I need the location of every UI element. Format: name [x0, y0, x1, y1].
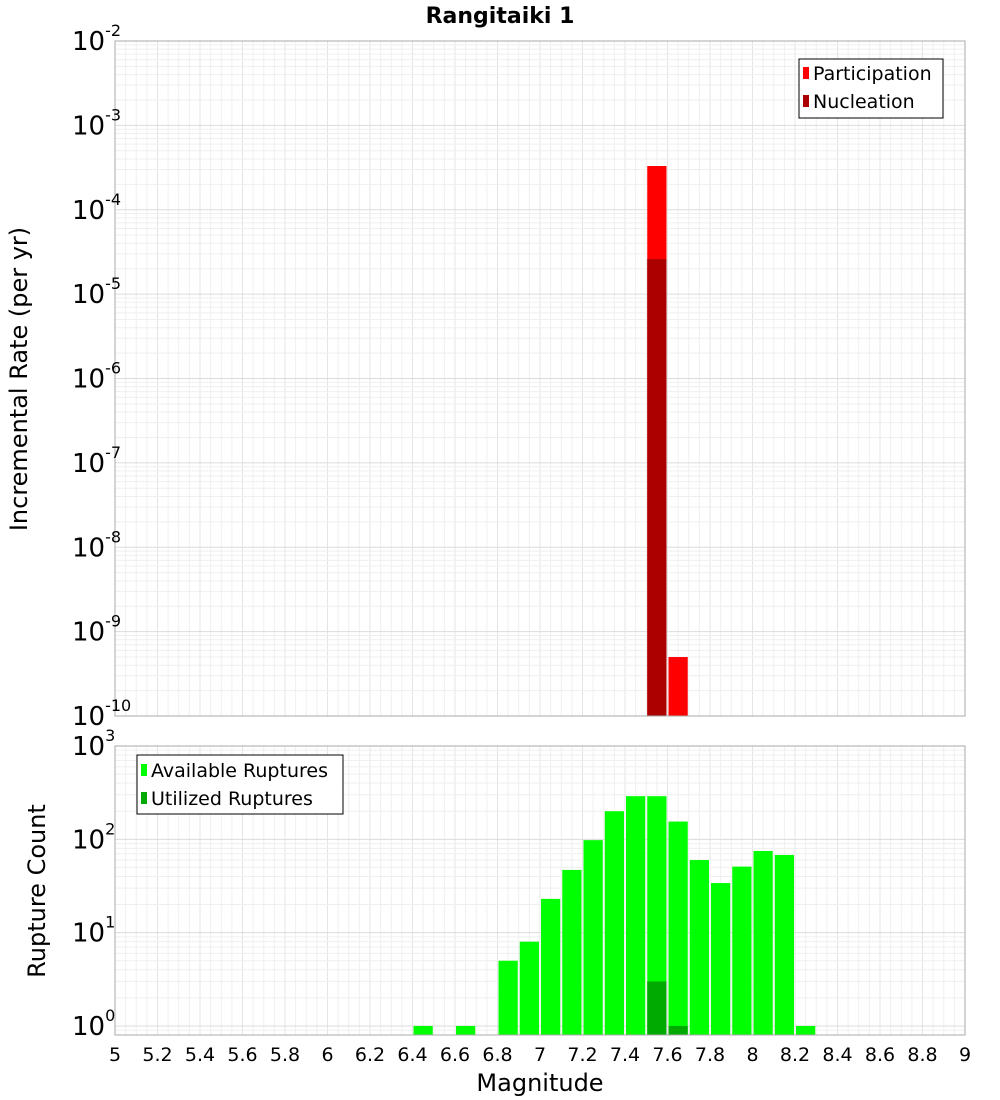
- legend-swatch-participation: [803, 67, 809, 79]
- x-tick-label: 6.6: [440, 1044, 470, 1066]
- legend-label-nucleation: Nucleation: [813, 91, 915, 113]
- bottom-bar-available-ruptures: [541, 898, 561, 1035]
- x-tick-label: 5.6: [227, 1044, 257, 1066]
- bottom-y-tick-label: 103: [72, 726, 115, 762]
- bottom-plot-border: [114, 745, 966, 1036]
- x-tick-label: 6.2: [355, 1044, 385, 1066]
- legend-swatch-utilized: [141, 792, 147, 804]
- bottom-bar-utilized-ruptures: [647, 981, 667, 1035]
- bottom-bars: [413, 796, 816, 1035]
- top-plot-border: [114, 40, 966, 717]
- top-y-tick-label: 10-10: [72, 696, 131, 732]
- bottom-y-ticks: 100 101 102 103: [72, 726, 115, 1042]
- top-grid: [114, 40, 966, 717]
- bottom-bar-available-ruptures: [519, 941, 539, 1035]
- bottom-bar-available-ruptures: [562, 869, 582, 1035]
- x-tick-label: 7.2: [567, 1044, 597, 1066]
- bottom-bar-available-ruptures: [711, 883, 731, 1035]
- x-tick-label: 8.2: [780, 1044, 810, 1066]
- bottom-y-tick-label: 102: [72, 819, 115, 855]
- bottom-bar-available-ruptures: [626, 796, 646, 1035]
- top-y-tick-label: 10-8: [72, 527, 121, 563]
- bottom-x-ticks: 5 5.2 5.4 5.6 5.8 6 6.2 6.4 6.6 6.8 7 7.2 7.4 7.6 7.8 8…: [109, 1044, 971, 1066]
- bottom-bar-available-ruptures: [732, 866, 752, 1035]
- legend-swatch-available: [141, 764, 147, 776]
- bottom-bar-available-ruptures: [689, 860, 709, 1035]
- top-legend: Participation Nucleation: [798, 58, 944, 119]
- top-bars: [647, 166, 688, 717]
- x-tick-label: 8: [746, 1044, 758, 1066]
- top-plot: 10-10 10-9 10-8 10-7 10-6 10-5 10-4 10-3 10-2 In…: [5, 21, 966, 732]
- bottom-plot: 100 101 102 103 5 5.2 5.4 5.6 5.8 6 6.2 6.4 6.6 6.8 7…: [23, 726, 971, 1097]
- legend-label-utilized: Utilized Ruptures: [151, 788, 313, 810]
- bottom-bar-available-ruptures: [498, 960, 518, 1035]
- bottom-y-tick-label: 101: [72, 913, 115, 949]
- top-legend-box: [798, 58, 944, 119]
- legend-label-available: Available Ruptures: [151, 760, 328, 782]
- x-tick-label: 7: [534, 1044, 546, 1066]
- x-tick-label: 7.4: [610, 1044, 640, 1066]
- x-tick-label: 5.4: [185, 1044, 215, 1066]
- x-tick-label: 9: [959, 1044, 971, 1066]
- top-y-tick-label: 10-9: [72, 612, 121, 648]
- top-y-tick-label: 10-3: [72, 105, 121, 141]
- x-tick-label: 5: [109, 1044, 121, 1066]
- x-tick-label: 7.8: [695, 1044, 725, 1066]
- bottom-bar-available-ruptures: [647, 796, 667, 1035]
- x-tick-label: 7.6: [652, 1044, 682, 1066]
- bottom-bar-available-ruptures: [774, 854, 794, 1035]
- bottom-bar-available-ruptures: [668, 821, 688, 1035]
- top-y-tick-label: 10-6: [72, 359, 121, 395]
- bottom-y-tick-label: 100: [72, 1006, 115, 1042]
- chart-title: Rangitaiki 1: [426, 4, 575, 29]
- top-y-tick-label: 10-5: [72, 274, 121, 310]
- bottom-bar-available-ruptures: [796, 1025, 816, 1035]
- bottom-bar-available-ruptures: [456, 1025, 476, 1035]
- bottom-bar-available-ruptures: [604, 811, 624, 1035]
- bottom-grid: [114, 745, 966, 1036]
- x-tick-label: 6: [321, 1044, 333, 1066]
- x-tick-label: 8.8: [907, 1044, 937, 1066]
- bottom-y-axis-label: Rupture Count: [23, 804, 51, 978]
- bottom-legend-box: [136, 754, 344, 815]
- top-y-tick-label: 10-4: [72, 190, 121, 226]
- x-tick-label: 8.6: [865, 1044, 895, 1066]
- bottom-bar-available-ruptures: [413, 1025, 433, 1035]
- bottom-bar-available-ruptures: [753, 850, 773, 1035]
- legend-swatch-nucleation: [803, 95, 809, 107]
- x-tick-label: 5.2: [142, 1044, 172, 1066]
- bottom-bar-available-ruptures: [583, 840, 603, 1035]
- top-y-tick-label: 10-2: [72, 21, 121, 57]
- x-tick-label: 6.4: [397, 1044, 427, 1066]
- bottom-bar-utilized-ruptures: [668, 1025, 688, 1035]
- top-bar-participation: [668, 657, 688, 716]
- x-tick-label: 6.8: [482, 1044, 512, 1066]
- bottom-legend: Available Ruptures Utilized Ruptures: [136, 754, 344, 815]
- x-axis-label: Magnitude: [476, 1069, 603, 1097]
- legend-label-participation: Participation: [813, 63, 932, 85]
- top-bar-nucleation: [647, 259, 667, 716]
- top-y-tick-label: 10-7: [72, 443, 121, 479]
- x-tick-label: 5.8: [270, 1044, 300, 1066]
- x-tick-label: 8.4: [822, 1044, 852, 1066]
- top-y-axis-label: Incremental Rate (per yr): [5, 227, 33, 531]
